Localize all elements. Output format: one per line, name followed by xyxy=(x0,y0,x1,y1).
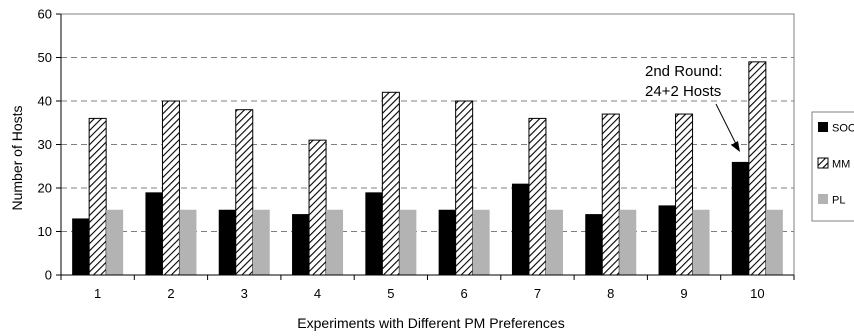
bar-mm-1 xyxy=(89,118,106,275)
bar-pl-8 xyxy=(619,210,636,275)
x-tick-label: 5 xyxy=(387,286,394,301)
bar-soc-1 xyxy=(72,218,89,275)
bar-mm-3 xyxy=(236,110,253,275)
y-tick-label: 10 xyxy=(38,224,52,239)
x-tick-label: 9 xyxy=(680,286,687,301)
y-tick-label: 0 xyxy=(45,268,52,283)
x-tick-label: 7 xyxy=(534,286,541,301)
bar-soc-2 xyxy=(145,192,162,275)
annotation-arrow xyxy=(716,104,738,148)
bar-pl-1 xyxy=(106,210,123,275)
bar-pl-7 xyxy=(546,210,563,275)
y-tick-label: 40 xyxy=(38,94,52,109)
bar-mm-7 xyxy=(529,118,546,275)
bar-pl-3 xyxy=(253,210,270,275)
bar-mm-2 xyxy=(162,101,179,275)
bar-mm-9 xyxy=(676,114,693,275)
bar-mm-5 xyxy=(382,92,399,275)
bar-mm-10 xyxy=(749,62,766,275)
y-tick-label: 60 xyxy=(38,7,52,22)
bar-pl-6 xyxy=(473,210,490,275)
legend-label-mm: MM xyxy=(832,159,850,171)
bar-soc-6 xyxy=(439,210,456,275)
x-tick-label: 3 xyxy=(241,286,248,301)
annotation-arrowhead xyxy=(731,141,740,152)
bar-soc-4 xyxy=(292,214,309,275)
legend-swatch-pl xyxy=(818,194,828,204)
legend: SOC MM PL xyxy=(812,112,854,221)
x-tick-label: 4 xyxy=(314,286,321,301)
x-tick-label: 6 xyxy=(461,286,468,301)
legend-swatch-soc xyxy=(818,122,828,132)
x-tick-label: 8 xyxy=(607,286,614,301)
y-tick-label: 20 xyxy=(38,181,52,196)
x-tick-label: 2 xyxy=(167,286,174,301)
bar-soc-9 xyxy=(659,205,676,275)
bar-pl-4 xyxy=(326,210,343,275)
legend-label-pl: PL xyxy=(832,195,845,207)
bar-soc-3 xyxy=(219,210,236,275)
y-tick-label: 50 xyxy=(38,50,52,65)
y-axis-title: Number of Hosts xyxy=(9,105,25,210)
bar-soc-8 xyxy=(585,214,602,275)
annotation-line-1: 2nd Round: xyxy=(645,63,723,80)
bar-pl-10 xyxy=(766,210,783,275)
bar-pl-9 xyxy=(693,210,710,275)
bar-soc-10 xyxy=(732,162,749,275)
annotation-line-2: 24+2 Hosts xyxy=(645,83,721,100)
bar-mm-4 xyxy=(309,140,326,275)
bar-soc-7 xyxy=(512,184,529,275)
y-tick-label: 30 xyxy=(38,137,52,152)
x-tick-label: 1 xyxy=(94,286,101,301)
bar-soc-5 xyxy=(365,192,382,275)
bar-pl-2 xyxy=(179,210,196,275)
bar-mm-6 xyxy=(456,101,473,275)
x-axis-title: Experiments with Different PM Preference… xyxy=(297,315,564,331)
x-tick-label: 10 xyxy=(750,286,764,301)
legend-label-soc: SOC xyxy=(832,123,854,135)
bar-mm-8 xyxy=(602,114,619,275)
bar-pl-5 xyxy=(399,210,416,275)
legend-swatch-mm xyxy=(818,158,828,168)
